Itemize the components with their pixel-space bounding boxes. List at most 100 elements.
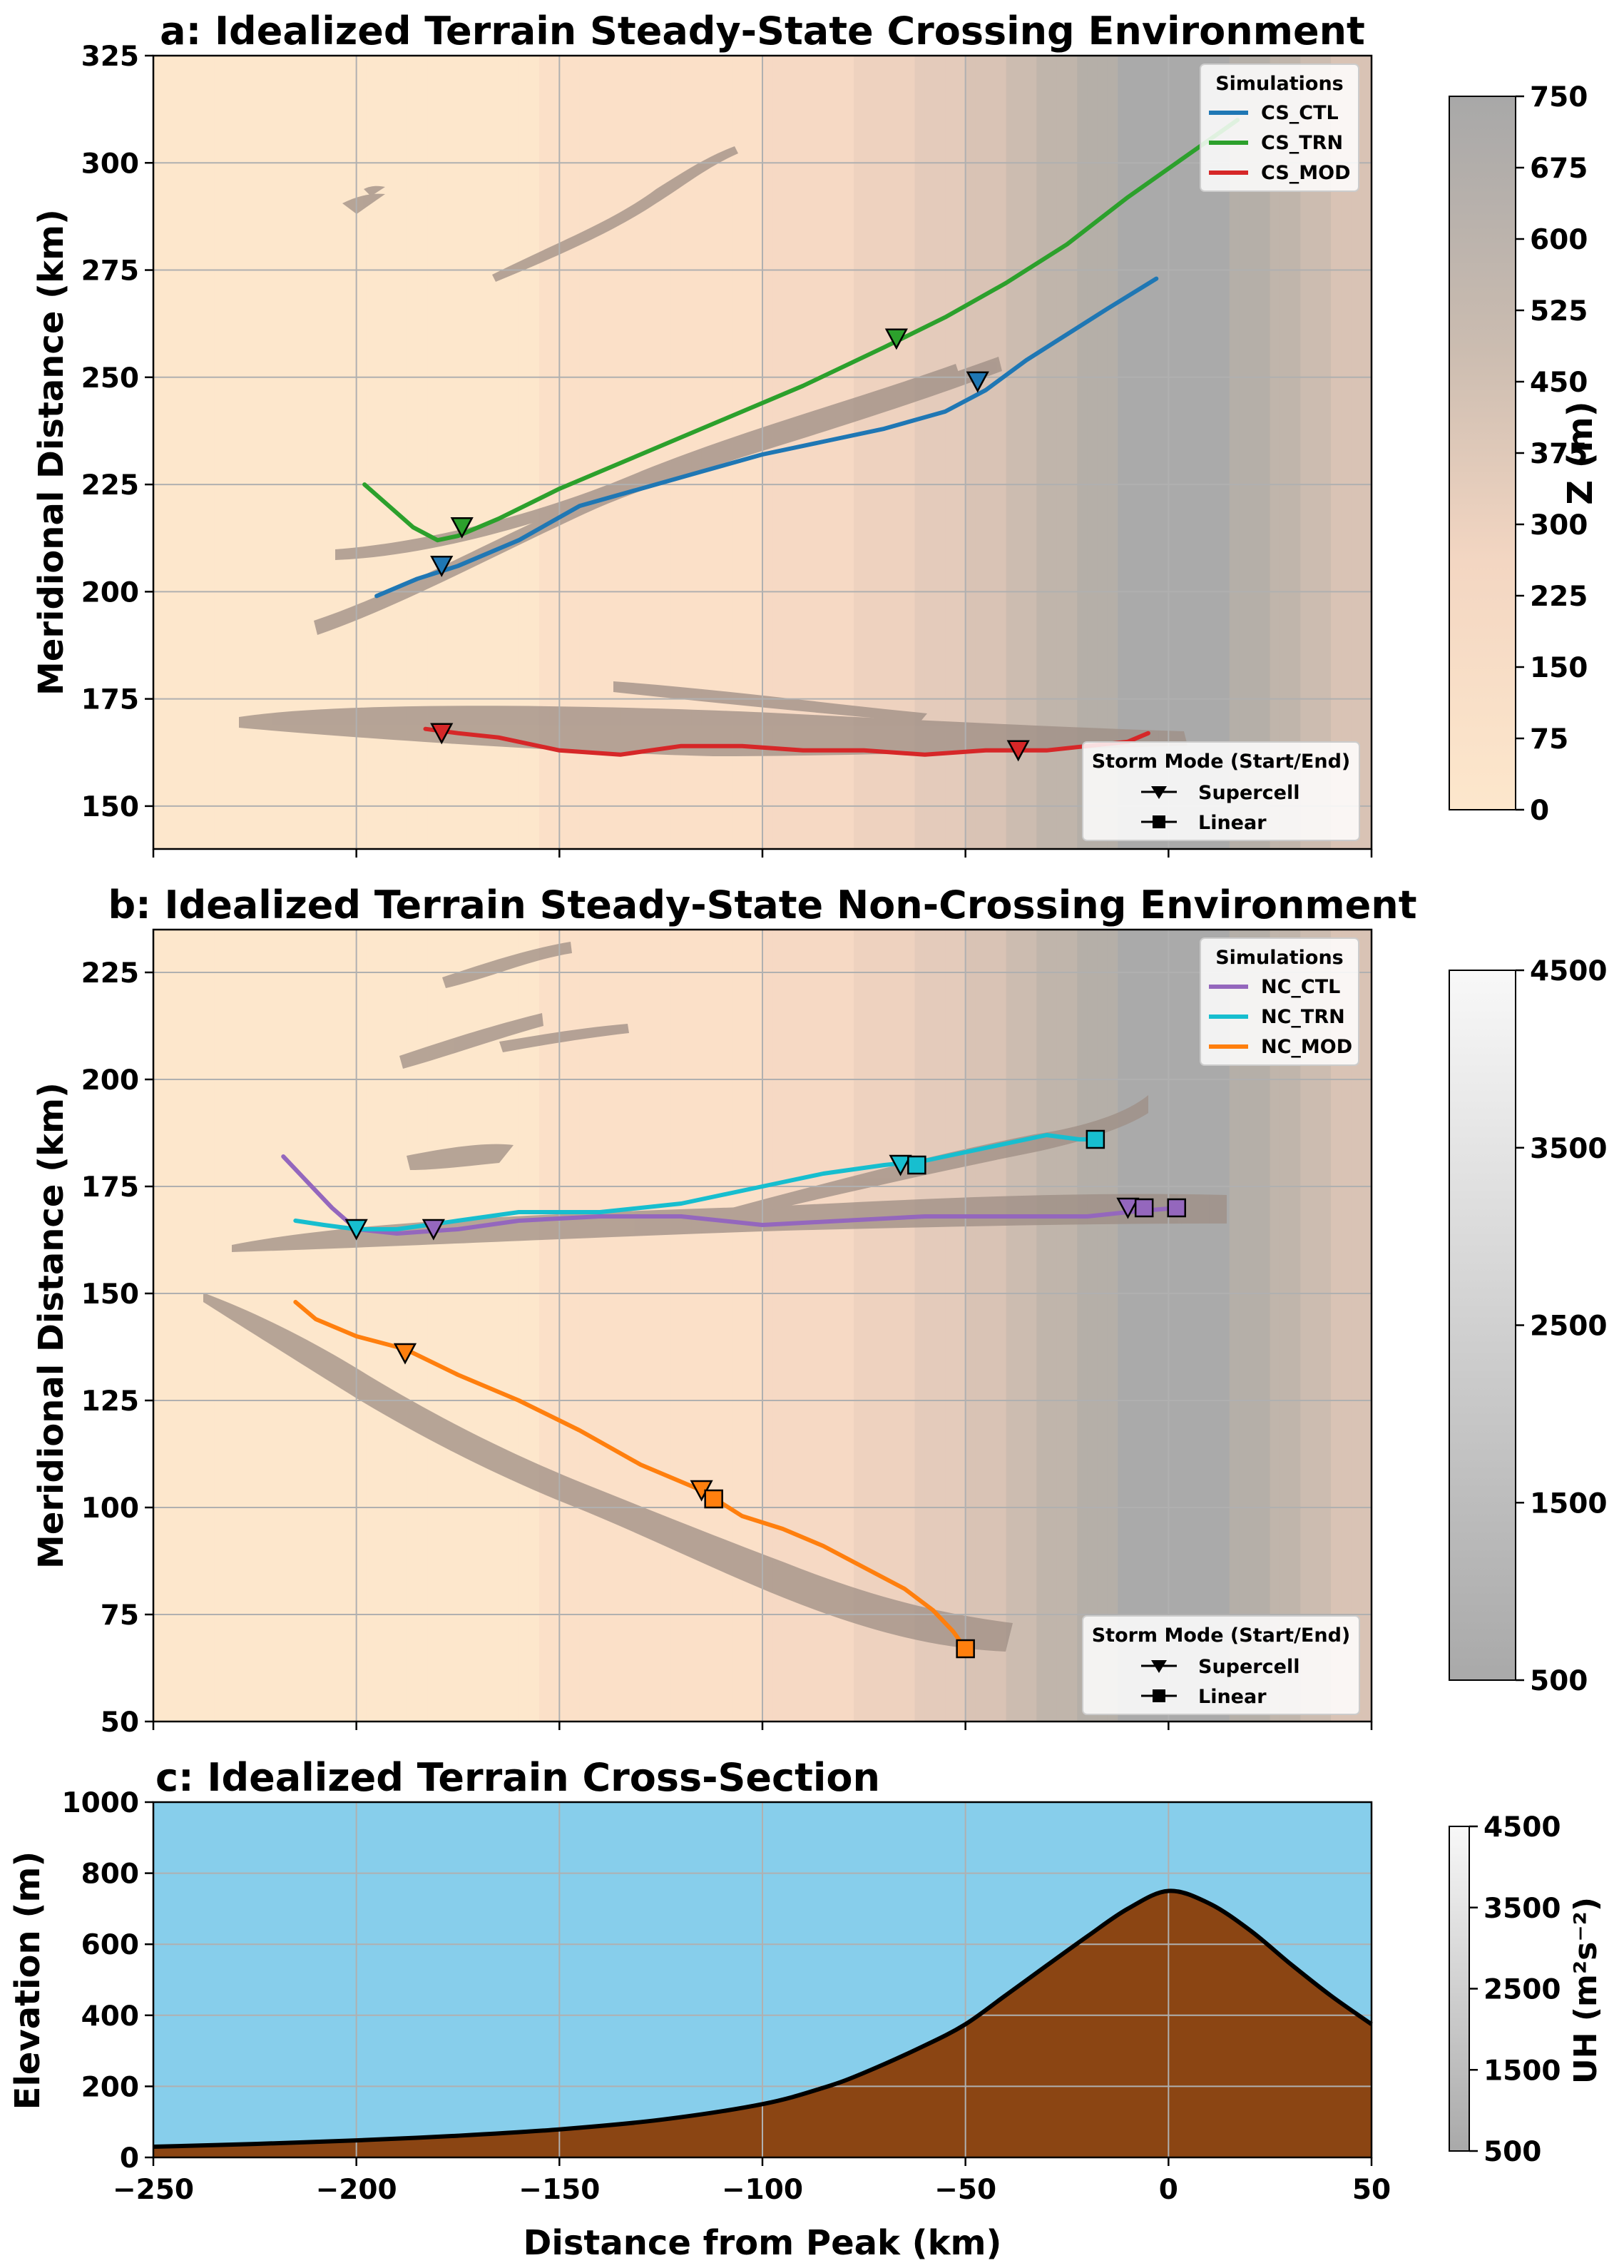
terrain-band [965,930,976,1722]
terrain-band [884,930,895,1722]
colorbar-z-label: Z (m) [1561,401,1600,504]
terrain-band [681,930,692,1722]
terrain-band [823,930,834,1722]
terrain-band [742,930,753,1722]
terrain-band [1178,930,1190,1722]
terrain-band [193,56,205,849]
terrain-band [509,930,519,1722]
terrain-band [1148,56,1159,849]
terrain-band [346,56,357,849]
x-tick-label: −100 [722,2174,803,2206]
supercell-marker [344,1219,368,1241]
terrain-band [1290,56,1301,849]
y-tick-label: 400 [81,2000,139,2033]
terrain-band [630,56,641,849]
terrain-fill [153,1891,1372,2157]
panel-b: 50 75 100 125 150 175 200 225 b: Idealized Terr… [31,883,1417,1739]
y-tick-label: 200 [81,1064,139,1097]
terrain-band [509,56,519,849]
y-tick-label: 175 [81,1171,139,1204]
uh-swath [399,1013,543,1069]
terrain-band [498,930,509,1722]
terrain-band [214,56,225,849]
terrain-band [1107,56,1118,849]
terrain-band [802,930,814,1722]
terrain-band [813,930,824,1722]
terrain-band [1351,930,1362,1722]
terrain-band [590,56,601,849]
terrain-band [285,930,296,1722]
colorbar-tick-label: 1500 [1483,2055,1561,2087]
terrain-band [437,930,449,1722]
terrain-band [1067,56,1078,849]
terrain-band [1077,930,1088,1722]
terrain-band [397,930,408,1722]
colorbar-tick-label: 600 [1530,224,1588,256]
terrain-band [275,930,286,1722]
terrain-band [782,56,794,849]
terrain-band [1280,930,1291,1722]
terrain-band [153,56,164,849]
panel-a-ylabel: Meridional Distance (km) [31,209,71,696]
linear-marker-icon [1153,815,1165,828]
y-tick-label: 0 [120,2142,139,2175]
y-tick-label: 200 [81,576,139,609]
colorbar-uh-bar [1449,1826,1470,2152]
terrain-band [397,56,408,849]
legend-label-linear: Linear [1198,812,1267,834]
uh-swath [499,1024,629,1052]
terrain-band [407,56,418,849]
terrain-band [447,930,459,1722]
y-tick-label: 1000 [61,1787,139,1819]
linear-marker-icon [1153,1689,1165,1702]
x-ticks: −250 −200 −150 −100 −50 0 50 [113,2157,1391,2206]
terrain-band [295,56,307,849]
terrain-band [1128,56,1139,849]
colorbar-tick-label: 500 [1483,2136,1541,2168]
legend-box [1200,63,1359,192]
y-ticks: 150 175 200 225 250 275 300 325 [81,41,153,823]
terrain-band [1341,930,1352,1722]
colorbar-tick-label: 3500 [1483,1893,1561,1925]
terrain-band [802,56,814,849]
terrain-band [610,56,621,849]
terrain-band [538,930,550,1722]
terrain-band [914,56,926,849]
terrain-band [1331,930,1342,1722]
x-tick-label: −200 [316,2174,397,2206]
y-tick-label: 800 [81,1858,139,1891]
uh-swath [442,942,572,988]
terrain-band [975,930,986,1722]
terrain-band [854,930,864,1722]
supercell-marker [1116,1197,1140,1219]
terrain-band [214,930,225,1722]
uh-swath [364,185,385,196]
terrain-band [660,930,672,1722]
supercell-marker-icon [1151,1660,1167,1673]
terrain-band [1168,930,1180,1722]
terrain-band [904,930,916,1722]
terrain-band [955,56,966,849]
legend-label-linear: Linear [1198,1686,1267,1708]
terrain-band [843,930,854,1722]
terrain-band [782,930,794,1722]
terrain-band [275,56,286,849]
terrain-band [163,930,175,1722]
terrain-band [1219,930,1230,1722]
terrain-band [996,56,1007,849]
linear-marker [1167,1198,1186,1218]
y-tick-label: 125 [81,1385,139,1418]
terrain-band [447,56,459,849]
colorbar-uh-bar [1449,970,1516,1681]
x-tick-label: −150 [519,2174,600,2206]
uh-swaths [239,146,1188,756]
x-tick-label: −250 [113,2174,194,2206]
legend-label-supercell: Supercell [1198,1656,1299,1678]
terrain-band [1036,930,1048,1722]
y-ticks: 0 200 400 600 800 1000 [61,1787,153,2175]
terrain-band [1219,56,1230,849]
terrain-band [1351,56,1362,849]
x-tick-label: 0 [1159,2174,1178,2206]
colorbar-tick-label: 675 [1530,153,1588,185]
